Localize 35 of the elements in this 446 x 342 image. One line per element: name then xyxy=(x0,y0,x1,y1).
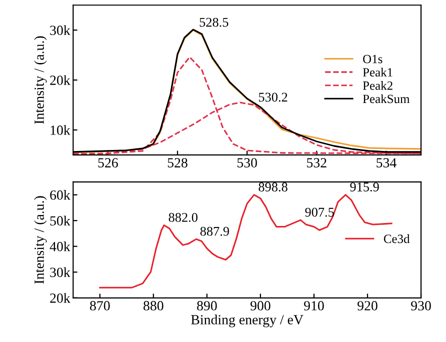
x-tick-label: 920 xyxy=(358,301,378,310)
annotation: 887.9 xyxy=(200,226,230,236)
annotation: 882.0 xyxy=(168,212,198,222)
y-tick-label: 40k xyxy=(50,242,70,252)
x-tick-label: 910 xyxy=(304,301,324,310)
y-tick-label: 20k xyxy=(50,293,70,303)
annotation: 898.8 xyxy=(258,182,288,192)
annotation: 530.2 xyxy=(258,92,288,102)
x-tick-label: 526 xyxy=(98,158,118,168)
legend-label: PeakSum xyxy=(362,94,410,104)
y-tick-label: 50k xyxy=(50,216,70,226)
x-tick-label: 532 xyxy=(307,158,326,168)
legend-label: Ce3d xyxy=(384,234,410,244)
y-tick-label: 60k xyxy=(50,190,70,200)
x-tick-label: 528 xyxy=(168,158,188,168)
y-tick-label: 30k xyxy=(50,267,70,278)
y-tick-label: 10k xyxy=(50,125,70,135)
x-tick-label: 530 xyxy=(237,158,257,168)
x-tick-label: 930 xyxy=(411,301,431,310)
legend-label: O1s xyxy=(363,54,382,64)
legend-label: Peak1 xyxy=(362,68,392,77)
x-tick-label: 900 xyxy=(250,301,270,310)
x-tick-label: 890 xyxy=(197,301,217,310)
y-tick-label: 20k xyxy=(50,75,70,85)
y-axis-title: Intensity / (a.u.) xyxy=(34,196,47,284)
x-axis-title: Binding energy / eV xyxy=(191,314,304,328)
x-tick-label: 534 xyxy=(376,158,396,168)
x-tick-label: 870 xyxy=(90,301,110,310)
y-axis-title: Intensity / (a.u.) xyxy=(34,36,47,124)
x-tick-label: 880 xyxy=(144,301,164,310)
y-tick-label: 30k xyxy=(50,25,70,36)
annotation: 915.9 xyxy=(350,182,379,192)
annotation: 528.5 xyxy=(200,18,228,27)
annotation: 907.5 xyxy=(305,208,334,217)
legend-label: Peak2 xyxy=(362,81,392,90)
